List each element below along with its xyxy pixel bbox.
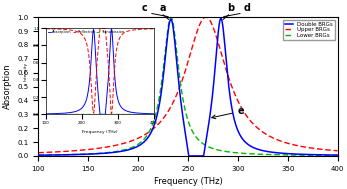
Text: a: a	[160, 3, 166, 13]
Text: c: c	[142, 3, 148, 13]
X-axis label: Frequency (THz): Frequency (THz)	[153, 177, 222, 186]
Text: b: b	[227, 3, 235, 13]
Y-axis label: Absorption: Absorption	[3, 64, 12, 109]
Text: d: d	[243, 3, 250, 13]
Legend: Double BRGs, Upper BRGs, Lower BRGs: Double BRGs, Upper BRGs, Lower BRGs	[283, 20, 335, 40]
Text: e: e	[212, 106, 244, 119]
